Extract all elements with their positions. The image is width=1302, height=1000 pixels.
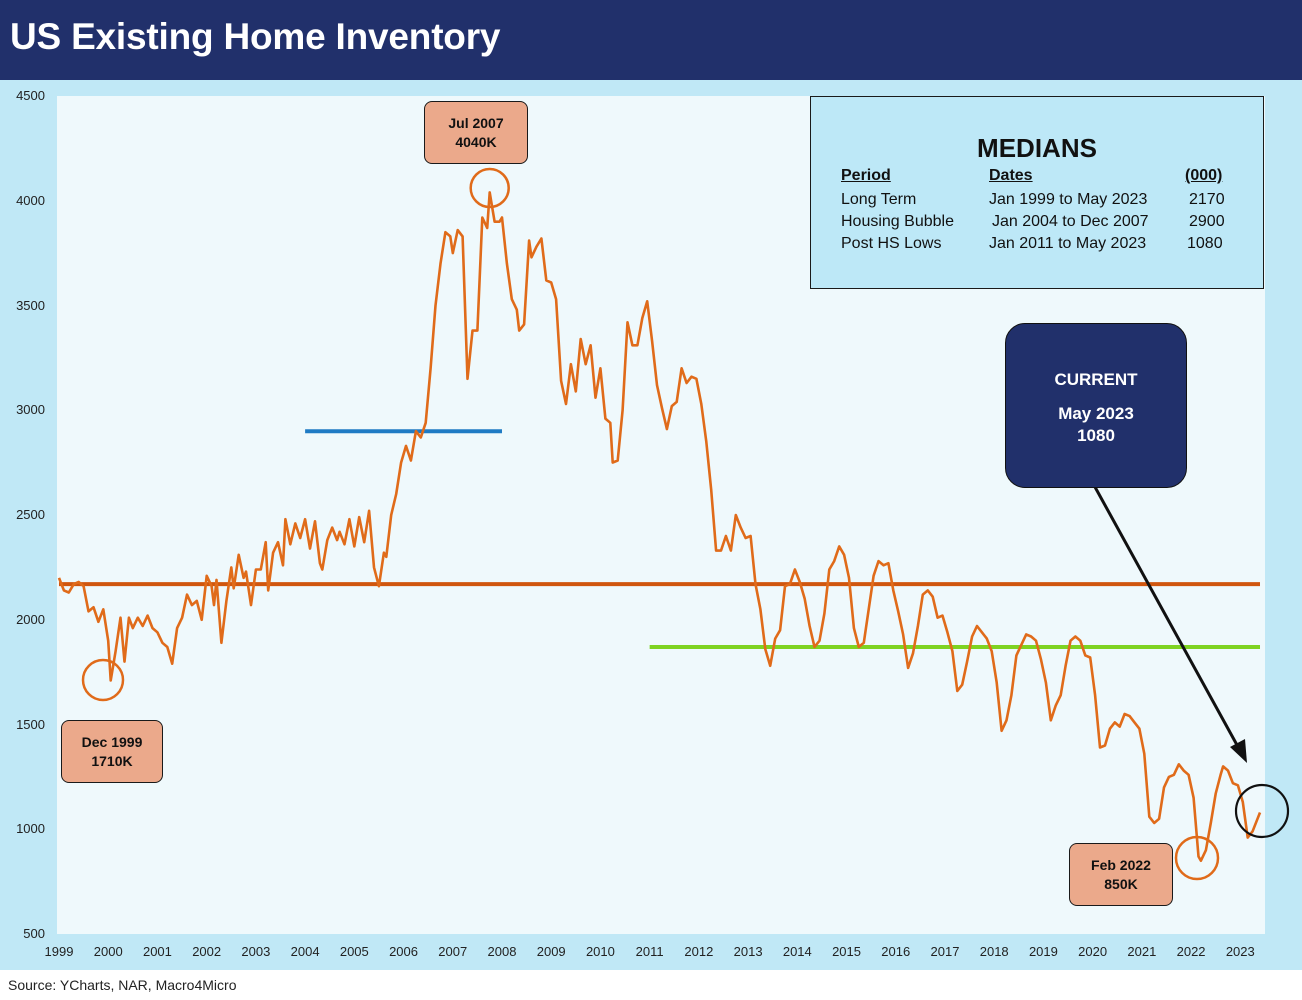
- y-tick-label: 3500: [16, 297, 45, 313]
- current-label: CURRENT: [1054, 370, 1138, 389]
- y-tick-label: 2500: [16, 507, 45, 522]
- x-tick-label: 2002: [192, 944, 222, 959]
- x-tick-label: 2016: [881, 944, 911, 959]
- low-2022-marker-circle: [1174, 835, 1220, 881]
- y-tick-label: 1000: [16, 821, 45, 837]
- current-marker-circle: [1234, 783, 1290, 839]
- x-tick-label: 2009: [536, 944, 566, 959]
- medians-row: Housing Bubble Jan 2004 to Dec 2007 2900: [841, 213, 1241, 235]
- y-tick-label: 4000: [16, 192, 45, 208]
- dates-cell: Jan 2004 to Dec 2007: [992, 213, 1149, 230]
- x-tick-label: 2013: [733, 944, 763, 959]
- peak-marker-circle: [469, 167, 510, 209]
- period-cell: Housing Bubble: [841, 213, 954, 230]
- current-value: 1080: [1077, 426, 1115, 445]
- low-1999-callout-date: Dec 1999: [81, 733, 143, 750]
- low-2022-callout-date: Feb 2022: [1091, 856, 1151, 873]
- y-tick-label: 500: [23, 926, 45, 941]
- x-tick-label: 2017: [930, 944, 960, 959]
- period-header: Period: [841, 167, 891, 184]
- dates-cell: Jan 1999 to May 2023: [989, 191, 1148, 208]
- period-cell: Post HS Lows: [841, 235, 942, 252]
- x-tick-label: 2012: [684, 944, 714, 959]
- x-tick-label: 2006: [389, 944, 418, 959]
- dates-header: Dates: [989, 167, 1033, 184]
- x-tick-label: 1999: [44, 944, 74, 959]
- current-arrow-line: [1093, 486, 1239, 746]
- low-2022-callout: Feb 2022 850K: [1069, 843, 1173, 906]
- x-tick-label: 2001: [142, 944, 172, 959]
- low-2022-callout-value: 850K: [1104, 875, 1138, 892]
- x-tick-label: 2014: [782, 944, 812, 959]
- medians-row: Post HS Lows Jan 2011 to May 2023 1080: [841, 235, 1241, 257]
- x-tick-label: 2008: [487, 944, 517, 959]
- x-tick-label: 2020: [1078, 944, 1108, 959]
- medians-header-row: Period Dates (000): [841, 167, 1241, 189]
- y-tick-label: 3000: [16, 402, 45, 418]
- medians-row: Long Term Jan 1999 to May 2023 2170: [841, 191, 1241, 213]
- medians-box: MEDIANS Period Dates (000) Long Term Jan…: [810, 96, 1264, 289]
- value-cell: 1080: [1187, 235, 1223, 252]
- value-cell: 2170: [1189, 191, 1225, 208]
- x-tick-label: 2021: [1127, 944, 1157, 959]
- medians-title: MEDIANS: [977, 133, 1097, 163]
- x-tick-label: 2019: [1028, 944, 1058, 959]
- x-tick-label: 2022: [1176, 944, 1206, 959]
- x-tick-label: 2015: [832, 944, 861, 959]
- low-1999-marker-circle: [81, 658, 125, 702]
- period-cell: Long Term: [841, 191, 917, 208]
- low-1999-callout-value: 1710K: [91, 752, 133, 769]
- x-tick-label: 2023: [1225, 944, 1255, 959]
- x-tick-label: 2004: [290, 944, 320, 959]
- source-note: Source: YCharts, NAR, Macro4Micro: [8, 977, 237, 993]
- x-tick-label: 2007: [438, 944, 468, 959]
- value-header: (000): [1185, 167, 1223, 184]
- peak-callout-value: 4040K: [455, 133, 497, 150]
- y-tick-label: 2000: [16, 611, 45, 627]
- title-bar: US Existing Home Inventory: [0, 0, 1302, 80]
- y-tick-label: 1500: [16, 716, 45, 732]
- x-tick-label: 2005: [339, 944, 369, 959]
- x-tick-label: 2000: [93, 944, 123, 959]
- y-tick-label: 4500: [16, 88, 45, 103]
- peak-callout: Jul 2007 4040K: [424, 101, 528, 164]
- peak-callout-date: Jul 2007: [448, 114, 504, 131]
- inventory-series-line: [57, 191, 1262, 862]
- x-tick-label: 2010: [585, 944, 615, 959]
- dates-cell: Jan 2011 to May 2023: [989, 235, 1147, 252]
- current-date: May 2023: [1058, 404, 1134, 423]
- value-cell: 2900: [1189, 213, 1225, 230]
- x-tick-label: 2003: [241, 944, 271, 959]
- x-tick-label: 2018: [979, 944, 1009, 959]
- current-box: CURRENT May 2023 1080: [1005, 323, 1187, 488]
- current-arrow-head: [1230, 739, 1247, 763]
- chart-title: US Existing Home Inventory: [10, 16, 501, 57]
- low-1999-callout: Dec 1999 1710K: [61, 720, 163, 783]
- x-tick-label: 2011: [635, 944, 664, 959]
